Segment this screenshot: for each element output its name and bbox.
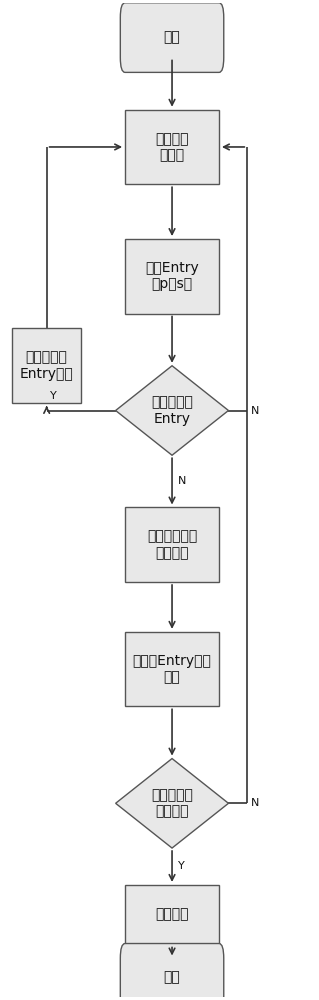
Text: N: N	[250, 798, 259, 808]
Text: 组成Entry
（p，s）: 组成Entry （p，s）	[145, 261, 199, 291]
Text: 结束: 结束	[164, 970, 181, 984]
Text: N: N	[250, 406, 259, 416]
Bar	[125, 507, 219, 582]
Text: 输出前缀，后
缀变前缀: 输出前缀，后 缀变前缀	[147, 530, 197, 560]
Text: 输出标号: 输出标号	[155, 908, 189, 922]
FancyBboxPatch shape	[120, 3, 224, 72]
Text: 记录新Entry到标
号集: 记录新Entry到标 号集	[133, 654, 211, 684]
Polygon shape	[115, 759, 228, 848]
Bar	[12, 328, 81, 403]
FancyBboxPatch shape	[120, 944, 224, 1000]
Text: 将前缀变成
Entry标号: 将前缀变成 Entry标号	[20, 351, 74, 381]
Text: N: N	[178, 476, 187, 486]
Bar	[125, 110, 219, 184]
Polygon shape	[115, 366, 228, 455]
Text: Y: Y	[178, 861, 185, 871]
Bar	[125, 885, 219, 945]
Text: 开始: 开始	[164, 31, 181, 45]
Bar	[125, 632, 219, 706]
Bar	[125, 239, 219, 314]
Text: 是否认识该
Entry: 是否认识该 Entry	[151, 395, 193, 426]
Text: Y: Y	[50, 391, 56, 401]
Text: 读取下一
个字符: 读取下一 个字符	[155, 132, 189, 162]
Text: 是否到最后
一个字符: 是否到最后 一个字符	[151, 788, 193, 818]
